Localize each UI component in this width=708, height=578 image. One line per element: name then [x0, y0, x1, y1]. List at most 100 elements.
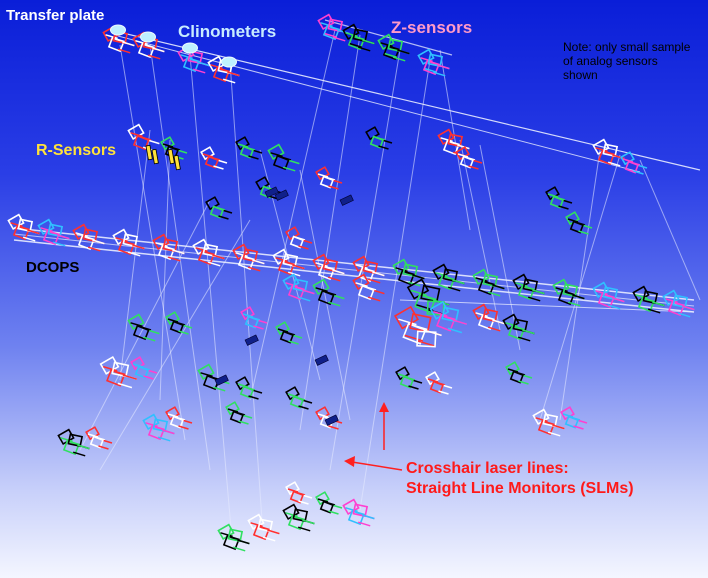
sensor-cluster — [130, 356, 158, 380]
sensor-stroke — [578, 230, 589, 235]
laser-line — [479, 144, 521, 351]
sensor-stroke — [130, 132, 143, 138]
sensor-stroke — [135, 40, 148, 46]
sensor-stroke — [232, 546, 246, 552]
sensor-stroke — [518, 380, 529, 385]
laser-line — [79, 199, 211, 451]
sensor-frame — [322, 24, 340, 41]
sensor-stroke — [380, 42, 393, 48]
sensor-stroke — [492, 319, 505, 325]
sensor-stroke — [10, 222, 23, 228]
laser-line — [539, 154, 621, 421]
sensor-stroke — [357, 46, 371, 52]
sensor-stroke — [558, 205, 569, 210]
sensor-stroke — [252, 259, 265, 265]
sensor-stroke — [652, 301, 665, 307]
sensor-frame — [602, 286, 619, 301]
sensor-cluster — [112, 228, 145, 257]
sensor-frame — [287, 514, 305, 531]
sensor-stroke — [384, 52, 398, 58]
sensor-frame — [402, 263, 419, 278]
sensor-stroke — [212, 254, 225, 260]
sensor-stroke — [87, 433, 99, 438]
sensor-cluster — [417, 48, 450, 77]
sensor-stroke — [292, 264, 305, 270]
sensor-frame — [319, 175, 334, 189]
sensor-stroke — [167, 318, 179, 323]
sensor-stroke — [115, 237, 128, 243]
sensor-frame — [427, 53, 444, 68]
sensor-stroke — [302, 519, 315, 525]
sensor-cluster — [152, 233, 185, 262]
sensor-stroke — [237, 383, 249, 388]
clinometers-label: Clinometers — [178, 22, 277, 41]
sensor-cluster — [632, 285, 665, 314]
sensor-stroke — [327, 301, 341, 307]
sensor-stroke — [507, 368, 519, 373]
sensor-stroke — [432, 310, 448, 317]
sensor-cluster — [235, 136, 263, 160]
sensor-stroke — [635, 294, 648, 300]
sensor-frame — [89, 435, 104, 449]
sensor-frame — [422, 59, 440, 76]
sensor-cluster — [235, 376, 263, 400]
sensor-stroke — [517, 336, 531, 342]
sensor-frame — [569, 220, 584, 234]
sensor-frame — [106, 369, 126, 387]
sensor-stroke — [247, 266, 261, 272]
sensor-frame — [597, 292, 615, 309]
sensor-cluster — [317, 13, 350, 42]
sensor-stroke — [147, 139, 160, 145]
sensor-stroke — [633, 170, 644, 175]
sensor-frame — [416, 330, 437, 348]
sensor-stroke — [475, 277, 488, 283]
sensor-stroke — [317, 413, 329, 418]
sensor-frame — [477, 279, 495, 296]
sensor-stroke — [277, 328, 289, 333]
sensor-cluster — [394, 305, 442, 348]
sensor-stroke — [408, 385, 419, 390]
sensor-stroke — [167, 413, 179, 418]
sensor-stroke — [105, 34, 118, 40]
sensor-cluster — [352, 273, 385, 302]
sensor-frame — [597, 149, 615, 166]
sensor-stroke — [607, 161, 621, 167]
sensor-stroke — [155, 242, 168, 248]
sensor-stroke — [378, 145, 389, 150]
sensor-frame — [111, 361, 130, 378]
sensor-stroke — [222, 78, 236, 84]
laser-line — [639, 159, 701, 301]
sensor-stroke — [562, 413, 574, 418]
sensor-frame — [357, 284, 375, 301]
sensor-frame — [197, 249, 215, 266]
sensor-stroke — [178, 425, 189, 430]
sensor-frame — [244, 315, 259, 329]
sensor-frame — [147, 424, 165, 441]
sensor-stroke — [302, 289, 315, 295]
sensor-cluster — [662, 289, 695, 318]
sensor-cluster — [560, 406, 588, 430]
sensor-stroke — [492, 284, 505, 290]
r-sensor-icon — [145, 144, 153, 161]
sensor-frame — [387, 38, 404, 53]
laser-line — [13, 233, 695, 307]
sensor-cluster — [7, 213, 40, 242]
sensor-frame — [352, 28, 369, 43]
sensor-stroke — [345, 32, 358, 38]
sensor-frame — [289, 490, 304, 504]
sensor-frame — [362, 260, 379, 275]
sensor-cluster — [565, 211, 593, 235]
sensor-frame — [107, 36, 125, 53]
sensor-frame — [482, 273, 499, 288]
sensor-stroke — [242, 313, 254, 318]
sensor-stroke — [200, 372, 213, 378]
sensor-stroke — [332, 269, 345, 275]
sensor-stroke — [345, 507, 358, 513]
sensor-frame — [282, 253, 299, 268]
sensor-frame — [602, 143, 619, 158]
sensor-stroke — [475, 312, 488, 318]
sensor-frame — [117, 239, 135, 256]
sensor-stroke — [298, 245, 309, 250]
sensor-stroke — [77, 444, 90, 450]
